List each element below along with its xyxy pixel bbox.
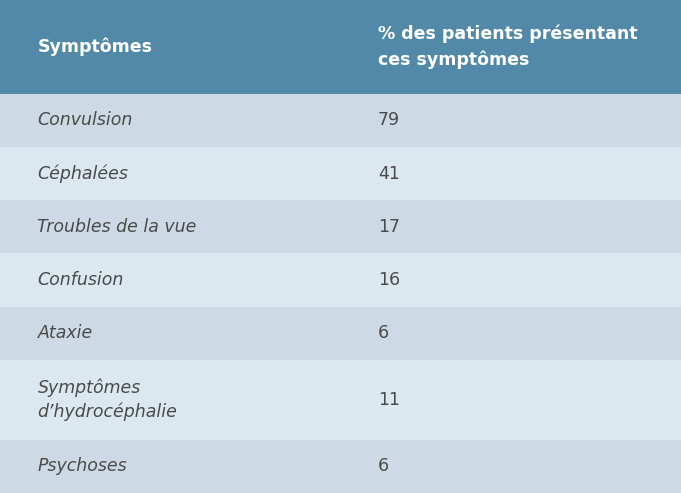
Text: % des patients présentant
ces symptômes: % des patients présentant ces symptômes <box>378 25 637 69</box>
Text: 16: 16 <box>378 271 400 289</box>
Text: 17: 17 <box>378 218 400 236</box>
Text: 79: 79 <box>378 111 400 129</box>
Bar <box>0 360 681 440</box>
Text: 6: 6 <box>378 324 389 342</box>
Bar <box>0 200 681 253</box>
Text: Ataxie: Ataxie <box>37 324 93 342</box>
Text: Troubles de la vue: Troubles de la vue <box>37 218 197 236</box>
Bar <box>0 440 681 493</box>
Bar <box>0 253 681 307</box>
Text: Symptômes
d’hydrocéphalie: Symptômes d’hydrocéphalie <box>37 379 177 421</box>
Text: 41: 41 <box>378 165 400 182</box>
Text: Psychoses: Psychoses <box>37 458 127 475</box>
Text: Confusion: Confusion <box>37 271 124 289</box>
Bar <box>0 147 681 200</box>
Bar <box>0 0 681 94</box>
Text: 11: 11 <box>378 391 400 409</box>
Bar <box>0 307 681 360</box>
Bar <box>0 94 681 147</box>
Text: Céphalées: Céphalées <box>37 164 128 183</box>
Text: 6: 6 <box>378 458 389 475</box>
Text: Convulsion: Convulsion <box>37 111 133 129</box>
Text: Symptômes: Symptômes <box>37 37 153 56</box>
